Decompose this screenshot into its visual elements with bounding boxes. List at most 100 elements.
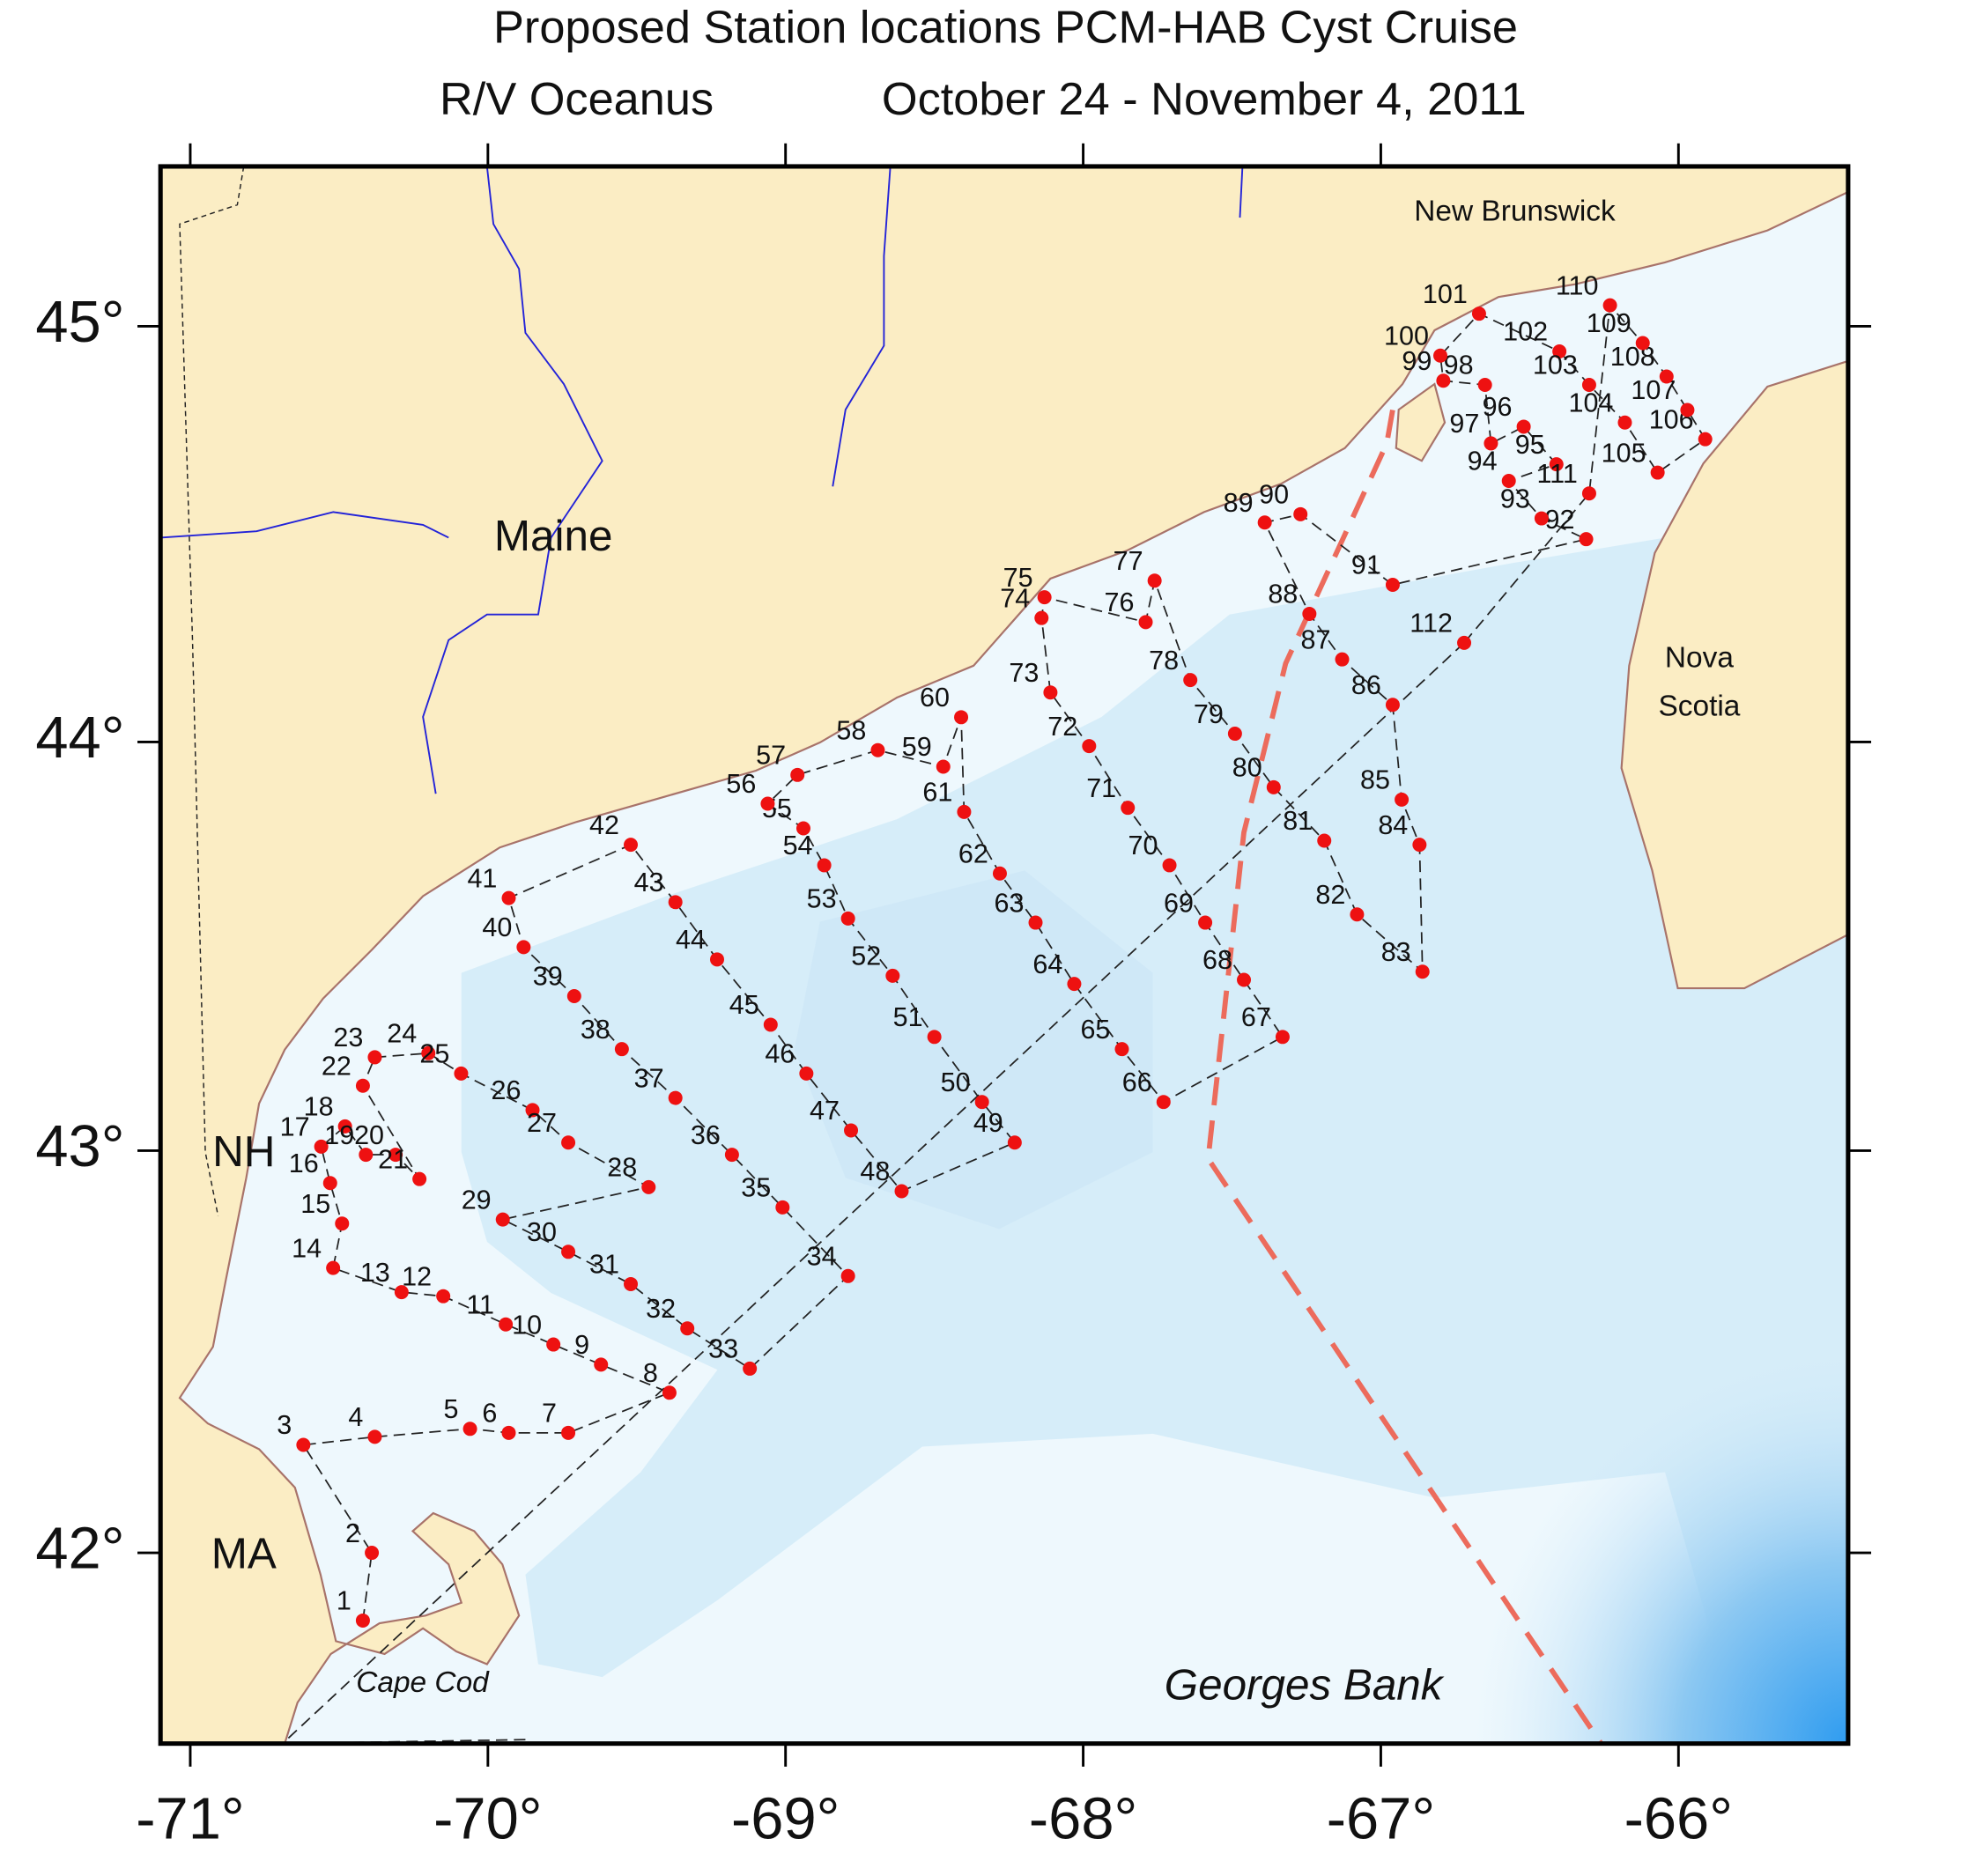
station-label: 49 xyxy=(973,1108,1003,1138)
station xyxy=(710,952,724,967)
station-label: 87 xyxy=(1300,624,1330,654)
station xyxy=(641,1179,656,1194)
station xyxy=(817,858,832,873)
station xyxy=(1257,515,1272,530)
station-label: 110 xyxy=(1556,270,1599,300)
station xyxy=(501,890,516,905)
station-label: 11 xyxy=(466,1289,494,1319)
station-label: 68 xyxy=(1202,945,1232,975)
station-label: 76 xyxy=(1104,587,1134,617)
station-label: 60 xyxy=(920,683,950,713)
station-label: 112 xyxy=(1410,609,1453,639)
station-label: 42 xyxy=(589,810,619,840)
station xyxy=(1183,673,1198,688)
station xyxy=(614,1042,629,1057)
station xyxy=(936,759,951,774)
station xyxy=(1471,307,1486,321)
station xyxy=(1317,833,1332,848)
station xyxy=(367,1429,382,1444)
station xyxy=(894,1184,909,1199)
station-label: 56 xyxy=(726,769,756,799)
station xyxy=(668,1090,683,1105)
station-label: 70 xyxy=(1128,831,1158,860)
station-label: 6 xyxy=(482,1399,497,1429)
station xyxy=(1552,344,1567,358)
station xyxy=(624,1276,639,1291)
station-label: 99 xyxy=(1402,346,1432,376)
station xyxy=(359,1148,374,1163)
boundary-line xyxy=(1205,410,1603,1744)
station-label: 109 xyxy=(1587,308,1632,338)
station-label: 8 xyxy=(643,1358,658,1388)
station xyxy=(1028,915,1043,930)
station-label: 77 xyxy=(1114,546,1143,576)
station-label: 90 xyxy=(1259,480,1289,510)
station xyxy=(954,710,969,725)
station xyxy=(624,838,639,853)
station-label: 24 xyxy=(387,1019,417,1049)
station xyxy=(436,1289,451,1304)
station-label: 93 xyxy=(1500,484,1530,513)
station xyxy=(927,1030,942,1045)
station-label: 84 xyxy=(1378,810,1408,840)
station xyxy=(1162,858,1177,873)
station xyxy=(1385,578,1400,593)
station-label: 100 xyxy=(1384,321,1429,351)
station xyxy=(421,1045,436,1060)
station xyxy=(743,1361,758,1376)
station xyxy=(1067,977,1082,992)
y-tick-label: 42° xyxy=(35,1516,124,1582)
state-line xyxy=(179,166,245,1216)
station-label: 63 xyxy=(994,888,1024,918)
station xyxy=(566,989,581,1004)
y-tick-label: 43° xyxy=(35,1113,124,1179)
station xyxy=(992,866,1007,881)
station xyxy=(1477,378,1492,393)
y-tick-label: 44° xyxy=(35,705,124,771)
station-label: 65 xyxy=(1080,1015,1110,1045)
station-label: 85 xyxy=(1360,765,1390,795)
station xyxy=(337,1119,352,1134)
map-frame xyxy=(158,164,1851,1747)
station-label: 83 xyxy=(1381,937,1411,967)
station xyxy=(355,1078,370,1093)
station xyxy=(1680,403,1695,417)
station xyxy=(957,804,972,819)
station-label: 15 xyxy=(300,1189,330,1219)
station-label: 30 xyxy=(527,1217,557,1247)
station-label: 82 xyxy=(1315,880,1345,910)
station xyxy=(322,1176,337,1191)
station xyxy=(840,911,855,926)
station xyxy=(1395,792,1410,807)
station xyxy=(1138,615,1153,630)
station xyxy=(1043,685,1058,700)
station-label: 46 xyxy=(765,1039,795,1069)
station xyxy=(763,1017,778,1032)
station-label: 28 xyxy=(607,1153,637,1183)
station-label: 52 xyxy=(851,942,881,971)
station xyxy=(525,1103,540,1118)
station-label: 16 xyxy=(289,1148,319,1178)
station xyxy=(1659,369,1674,384)
place-label: Georges Bank xyxy=(1165,1661,1445,1710)
place-label: NH xyxy=(212,1127,275,1176)
station-label: 1 xyxy=(337,1586,351,1616)
station-label: 103 xyxy=(1533,351,1578,380)
station xyxy=(1156,1095,1171,1110)
station-label: 35 xyxy=(741,1173,771,1203)
island xyxy=(1395,382,1447,462)
station xyxy=(1385,698,1400,713)
station xyxy=(1350,907,1365,922)
station-label: 96 xyxy=(1483,392,1513,422)
y-tick-label: 45° xyxy=(35,289,124,355)
station xyxy=(790,767,805,782)
x-tick-label: -69° xyxy=(731,1785,840,1851)
station xyxy=(844,1123,859,1138)
station-label: 75 xyxy=(1003,563,1033,593)
station-label: 101 xyxy=(1423,279,1468,309)
station-label: 94 xyxy=(1468,447,1498,476)
station-label: 48 xyxy=(860,1156,890,1186)
